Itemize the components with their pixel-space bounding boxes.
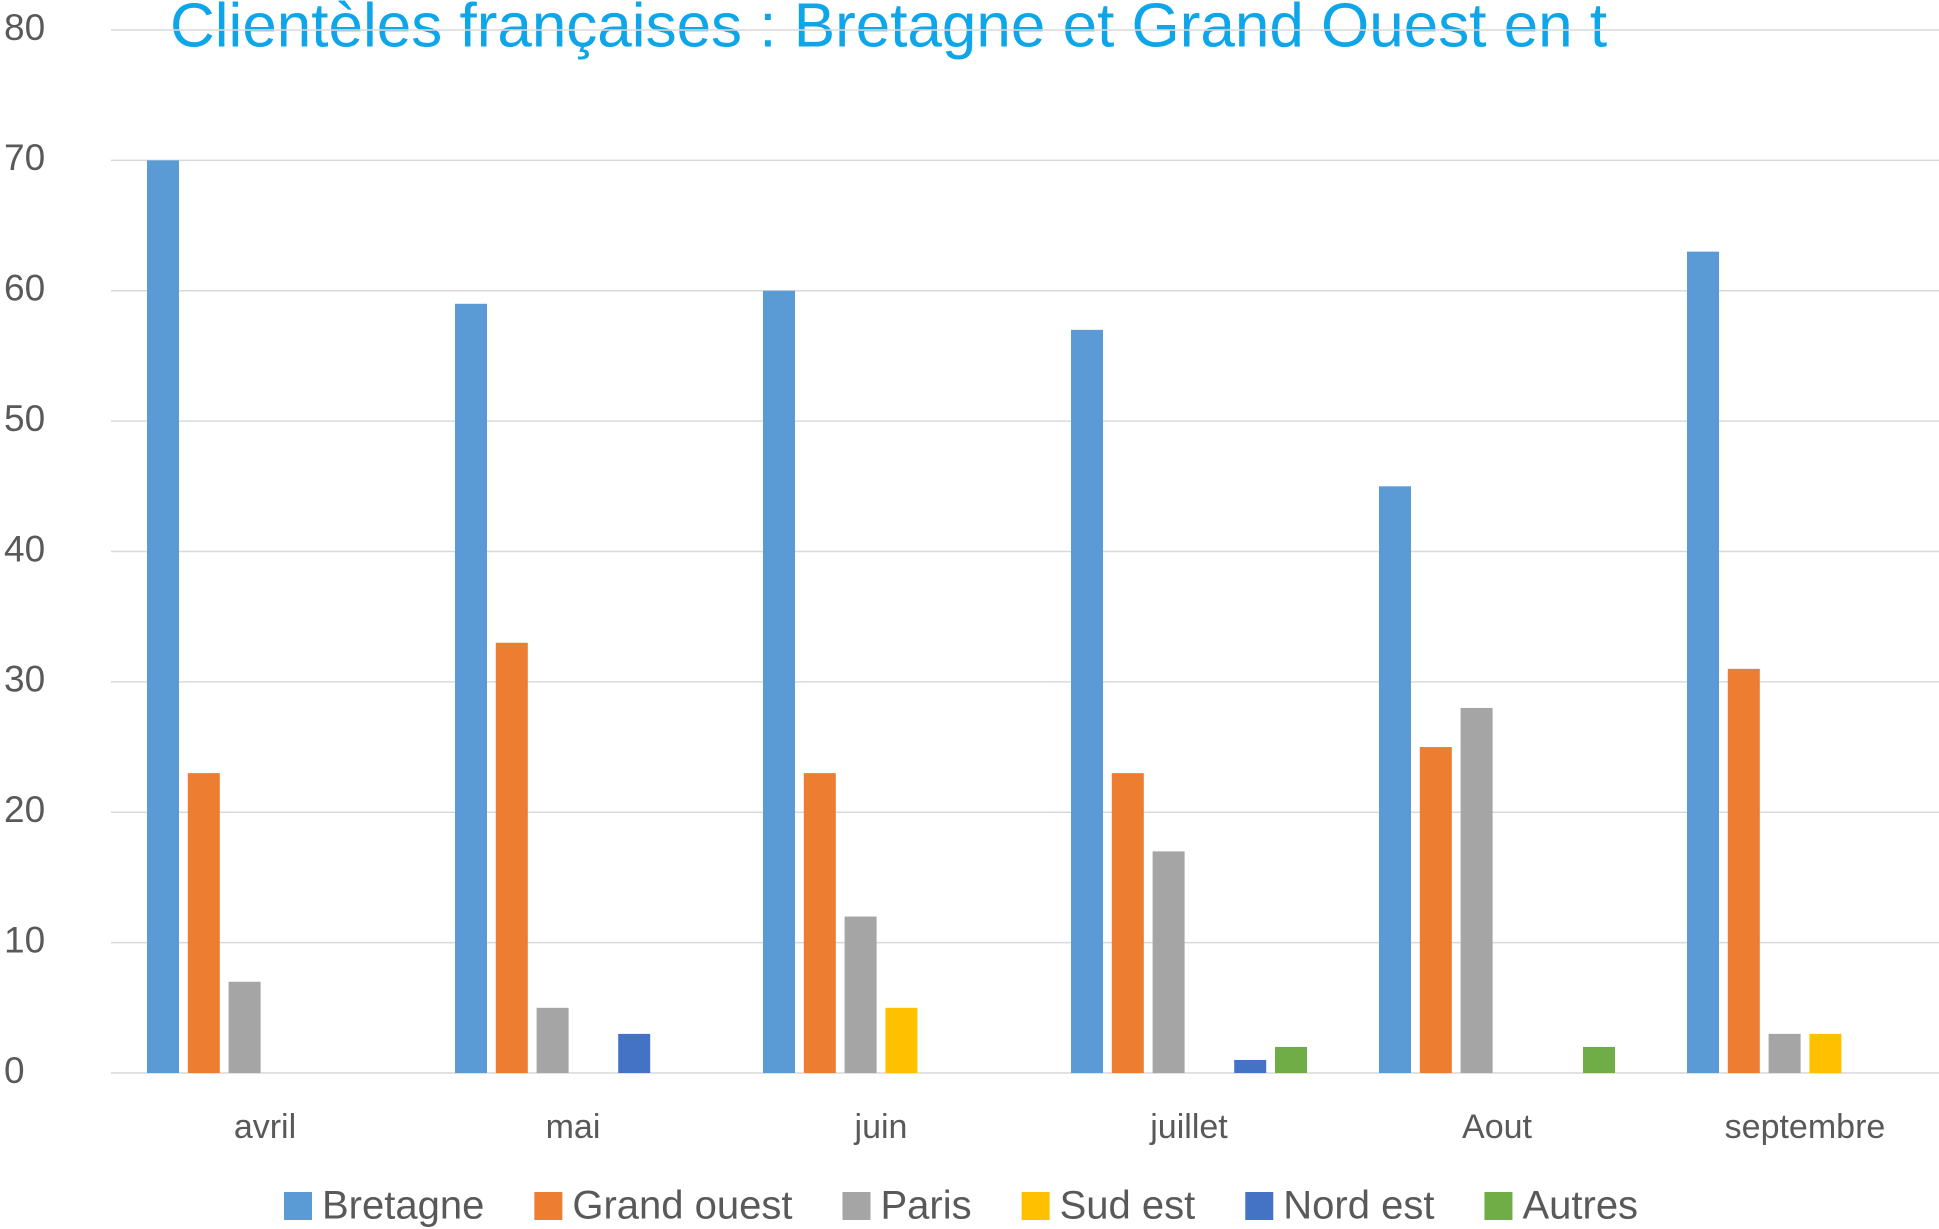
bar <box>187 773 220 1073</box>
bar <box>1071 329 1103 1073</box>
x-tick-label: septembre <box>1725 1108 1886 1146</box>
y-tick-label: 10 <box>4 919 45 960</box>
bar <box>1687 251 1719 1073</box>
legend-label: Autres <box>1522 1184 1638 1228</box>
y-tick-label: 80 <box>4 7 45 48</box>
legend-swatch <box>284 1192 312 1220</box>
bar <box>147 160 179 1073</box>
legend-label: Nord est <box>1283 1184 1434 1228</box>
bar <box>1275 1046 1307 1073</box>
bar <box>763 290 795 1073</box>
bar <box>1234 1059 1267 1073</box>
legend-label: Paris <box>880 1184 971 1228</box>
bar <box>1152 851 1185 1073</box>
legend-swatch <box>1245 1192 1274 1220</box>
y-tick-label: 0 <box>4 1050 25 1091</box>
x-tick-label: mai <box>546 1108 601 1146</box>
bar <box>1768 1033 1801 1073</box>
legend-swatch <box>1021 1192 1050 1220</box>
x-tick-label: Aout <box>1462 1108 1532 1146</box>
bar <box>1727 668 1760 1073</box>
bar <box>618 1033 651 1073</box>
bar <box>844 916 877 1073</box>
bar <box>536 1007 569 1073</box>
x-tick-label: avril <box>234 1108 296 1146</box>
y-tick-label: 20 <box>4 789 45 830</box>
legend-swatch <box>534 1192 563 1220</box>
bar <box>1379 486 1411 1073</box>
legend-swatch <box>842 1192 871 1220</box>
bar <box>1583 1046 1615 1073</box>
y-tick-label: 50 <box>4 398 45 439</box>
bar <box>1419 747 1452 1073</box>
y-tick-label: 60 <box>4 268 45 309</box>
y-tick-label: 30 <box>4 659 45 700</box>
legend-label: Bretagne <box>322 1184 484 1228</box>
bar <box>495 642 528 1073</box>
x-tick-label: juillet <box>1149 1108 1228 1146</box>
plot: 0 10 20 30 40 50 60 70 80 avril mai juin juillet Aout… <box>4 7 1939 1228</box>
legend-label: Sud est <box>1060 1184 1196 1228</box>
bar <box>1111 773 1144 1073</box>
x-tick-label: juin <box>854 1108 908 1146</box>
bar <box>803 773 836 1073</box>
bar <box>885 1007 918 1073</box>
y-tick-label: 40 <box>4 528 45 569</box>
bar <box>228 981 261 1073</box>
legend-swatch <box>1484 1192 1513 1220</box>
y-tick-label: 70 <box>4 137 45 178</box>
bar <box>1460 707 1493 1073</box>
bar <box>1809 1033 1842 1073</box>
bar <box>455 303 487 1074</box>
legend-label: Grand ouest <box>572 1184 792 1228</box>
